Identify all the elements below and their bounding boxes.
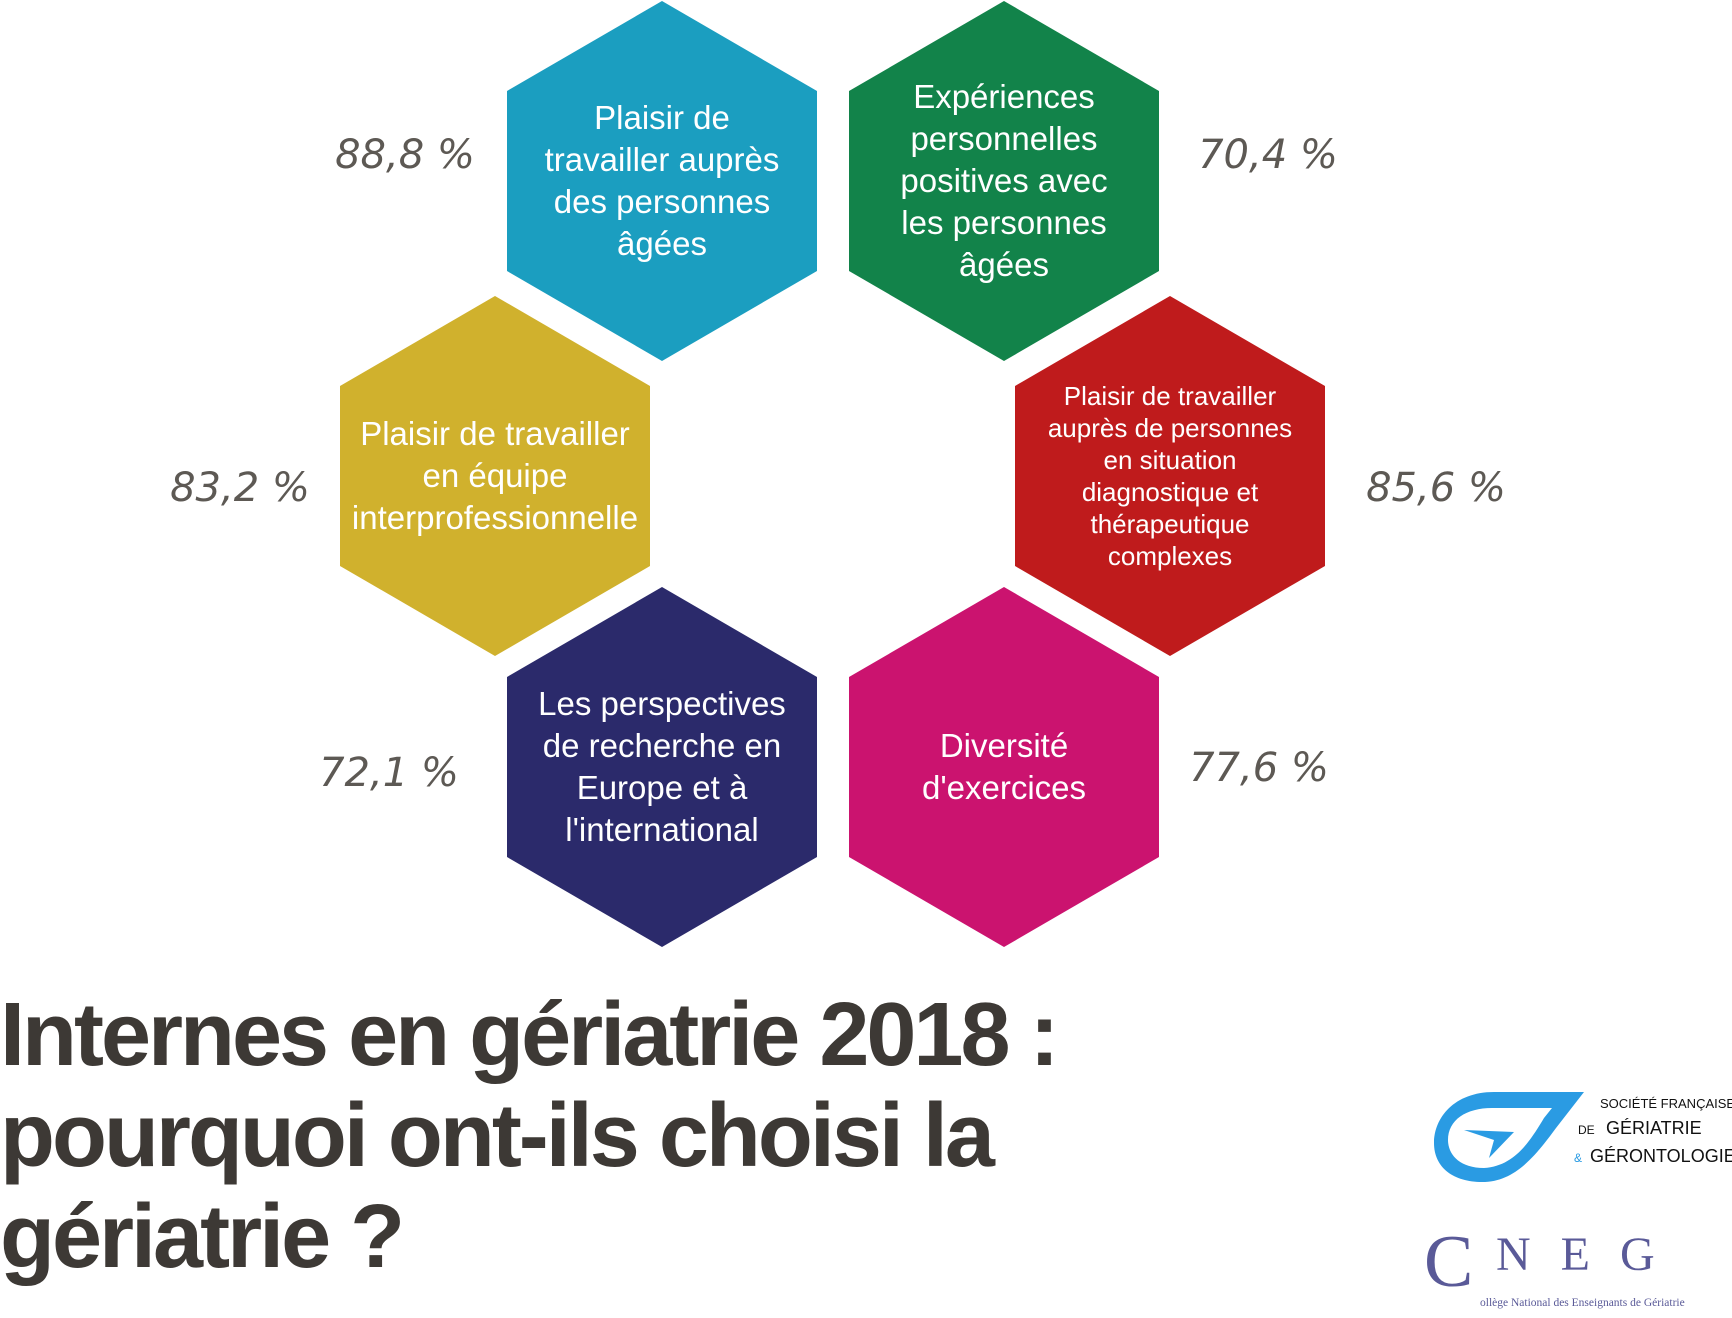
sfgg-line-1: SOCIÉTÉ FRANÇAISE xyxy=(1600,1096,1732,1111)
percent-perspectives-recherche: 72,1 % xyxy=(319,750,459,796)
sfgg-g-inner-icon xyxy=(1464,1130,1514,1158)
percent-situation-complexe: 85,6 % xyxy=(1366,465,1506,511)
sfgg-g-mark xyxy=(1434,1092,1584,1182)
percent-diversite-exercices: 77,6 % xyxy=(1189,745,1329,791)
sfgg-line-3: GÉRONTOLOGIE xyxy=(1590,1146,1732,1166)
hex-label: Plaisir de travailler auprès de personne… xyxy=(1047,381,1293,571)
hex-label: Expériences personnelles positives avec … xyxy=(900,78,1108,283)
page-title: Internes en gériatrie 2018 : pourquoi on… xyxy=(0,985,1060,1288)
cneg-subtitle: ollège National des Enseignants de Géria… xyxy=(1480,1297,1685,1309)
hex-perspectives-recherche xyxy=(507,587,817,947)
title-line-3: gériatrie ? xyxy=(0,1187,405,1287)
hex-label: Plaisir de travailler auprès des personn… xyxy=(544,99,780,262)
title-line-1: Internes en gériatrie 2018 : xyxy=(0,985,1060,1085)
hex-text-perspectives-recherche: Les perspectives de recherche en Europe … xyxy=(507,587,817,947)
percent-experiences-personnelles: 70,4 % xyxy=(1198,132,1338,178)
hex-label: Diversité d'exercices xyxy=(921,727,1087,806)
cneg-letters-neg: NEG xyxy=(1496,1228,1685,1281)
sfgg-prefix-2: DE xyxy=(1578,1123,1595,1137)
percent-equipe-interprofessionnelle: 83,2 % xyxy=(170,465,310,511)
cneg-logo: C NEG ollège National des Enseignants de… xyxy=(1424,1226,1685,1309)
hex-plaisir-personnes-agees xyxy=(507,1,817,361)
sfgg-line-2: GÉRIATRIE xyxy=(1606,1118,1702,1138)
hex-text-situation-complexe: Plaisir de travailler auprès de personne… xyxy=(1015,296,1325,656)
title-line-2: pourquoi ont-ils choisi la xyxy=(0,1086,995,1186)
hex-text-diversite-exercices: Diversité d'exercices xyxy=(849,587,1159,947)
hex-label: Les perspectives de recherche en Europe … xyxy=(538,685,786,848)
sfgg-prefix-3: & xyxy=(1574,1151,1582,1165)
percent-plaisir-personnes-agees: 88,8 % xyxy=(335,132,475,178)
sfgg-logo: SOCIÉTÉ FRANÇAISE DE GÉRIATRIE & GÉRONTO… xyxy=(1434,1092,1732,1182)
hex-label: Plaisir de travailler en équipe interpro… xyxy=(351,415,639,536)
hex-text-plaisir-personnes-agees: Plaisir de travailler auprès des personn… xyxy=(507,1,817,361)
cneg-letter-c: C xyxy=(1424,1226,1473,1303)
hex-text-experiences-personnelles: Expériences personnelles positives avec … xyxy=(849,1,1159,361)
hex-text-equipe-interprofessionnelle: Plaisir de travailler en équipe interpro… xyxy=(340,296,650,656)
